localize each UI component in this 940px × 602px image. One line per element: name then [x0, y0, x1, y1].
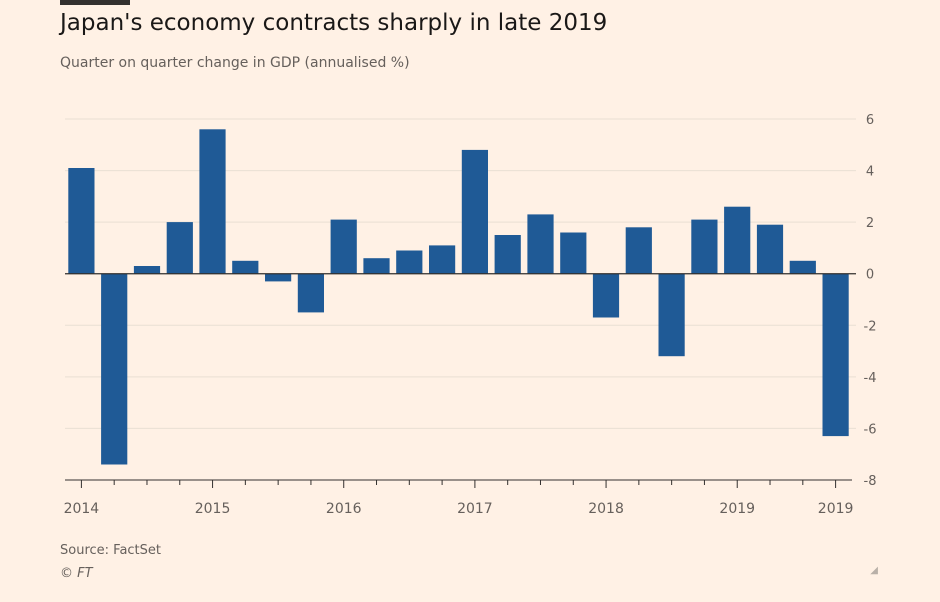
bar-2019-q1 — [724, 206, 751, 274]
bar-2019-q3 — [789, 260, 816, 274]
x-tick-label: 2014 — [64, 501, 100, 517]
bar-2015-q4 — [297, 273, 324, 313]
chart-title: Japan's economy contracts sharply in lat… — [60, 10, 608, 36]
x-tick-label: 2016 — [326, 501, 362, 517]
y-tick-label: 4 — [866, 165, 874, 180]
header-accent-bar — [60, 0, 130, 5]
bar-2015-q1 — [199, 129, 226, 274]
bar-2017-q1 — [461, 149, 488, 274]
bar-2017-q3 — [527, 214, 554, 274]
x-tick-label: 2019 — [719, 501, 755, 517]
bar-2019-q4 — [822, 273, 849, 437]
bar-2014-q2 — [101, 273, 128, 465]
bar-2014-q3 — [133, 266, 161, 274]
bar-2019-q2 — [756, 224, 784, 274]
bar-2017-q4 — [560, 232, 587, 274]
bar-2016-q2 — [363, 258, 390, 274]
bar-2014-q4 — [166, 222, 193, 274]
chart-subtitle: Quarter on quarter change in GDP (annual… — [60, 55, 410, 71]
axes — [65, 273, 856, 488]
grid-lines — [65, 118, 856, 429]
bar-2015-q3 — [265, 273, 292, 282]
y-tick-label: -6 — [864, 422, 877, 437]
y-tick-label: -2 — [864, 319, 877, 334]
copyright-note: © FT — [60, 566, 93, 581]
x-tick-label: 2017 — [457, 501, 493, 517]
bar-2016-q3 — [396, 250, 423, 274]
y-tick-label: 0 — [866, 268, 874, 283]
resize-handle-icon: ◢ — [870, 565, 878, 576]
y-tick-label: 2 — [866, 216, 874, 231]
source-note: Source: FactSet — [60, 543, 162, 558]
bar-2016-q1 — [330, 219, 357, 274]
bar-2014-q1 — [68, 168, 95, 274]
x-tick-label: 2018 — [588, 501, 624, 517]
bar-2018-q4 — [691, 219, 718, 274]
tick-labels: 6 4 2 0 -2 -4 -6 -8 2014 2015 2016 2017 2018 2019 2019 — [64, 113, 877, 517]
bar-2018-q2 — [625, 227, 652, 274]
bar-2018-q3 — [658, 273, 685, 357]
bar-2018-q1 — [592, 273, 620, 318]
x-tick-label: 2019 — [818, 501, 854, 517]
y-tick-label: -4 — [864, 371, 877, 386]
y-tick-label: 6 — [866, 113, 874, 128]
bar-2015-q2 — [232, 260, 259, 274]
bar-2016-q4 — [429, 245, 456, 274]
x-tick-label: 2015 — [195, 501, 231, 517]
bar-2017-q2 — [494, 235, 521, 274]
y-tick-label: -8 — [864, 474, 877, 489]
bars — [68, 129, 849, 465]
